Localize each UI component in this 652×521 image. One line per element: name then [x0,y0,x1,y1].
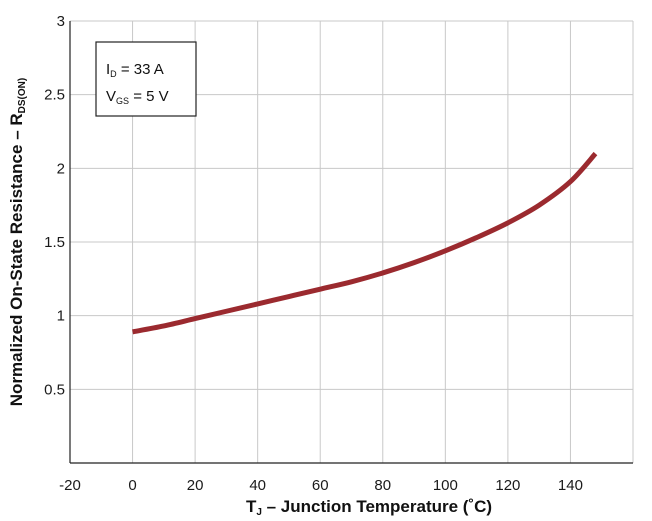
x-tick-label: 100 [433,477,458,494]
annotation-voltage: VGS = 5 V [106,88,169,106]
y-axis-title-text: Normalized On-State Resistance – R [7,113,26,406]
series-layer [132,151,598,335]
tick-label-layer: -20 0 20 40 60 80 100 120 140 0.5 1 1.5 2 2.5 3 [44,13,583,494]
annotation-current-symbol: I [106,61,110,78]
x-axis-title: TJ – Junction Temperature (˚C) [246,497,492,518]
annotation-voltage-value: = 5 V [129,88,169,105]
y-tick-label: 1 [57,308,65,325]
x-axis-title-symbol: T [246,497,257,516]
y-axis-title: Normalized On-State Resistance – RDS(ON) [7,78,28,406]
y-tick-label: 0.5 [44,381,65,398]
x-tick-label: 60 [312,477,329,494]
x-tick-label: 80 [374,477,391,494]
y-tick-label: 2 [57,160,65,177]
x-axis-title-text: – Junction Temperature (˚C) [262,497,492,516]
annotation-current-subscript: D [110,69,117,79]
y-tick-label: 1.5 [44,234,65,251]
axis-layer [69,21,633,464]
y-tick-label: 2.5 [44,87,65,104]
x-tick-label: -20 [59,477,81,494]
annotation-voltage-symbol: V [106,88,116,105]
annotation-current: ID = 33 A [106,61,164,79]
annotation-voltage-subscript: GS [116,96,129,106]
annotation-box: ID = 33 A VGS = 5 V [95,41,197,117]
y-axis-title-subscript: DS(ON) [17,78,28,114]
x-tick-label: 0 [128,477,136,494]
annotation-current-value: = 33 A [117,61,164,78]
x-tick-label: 20 [187,477,204,494]
annotation-border [95,41,197,117]
x-tick-label: 140 [558,477,583,494]
x-tick-label: 40 [249,477,266,494]
series-line [132,151,598,335]
y-tick-label: 3 [57,13,65,30]
x-tick-label: 120 [495,477,520,494]
grid-layer [70,20,634,463]
x-axis-title-subscript: J [256,507,262,518]
